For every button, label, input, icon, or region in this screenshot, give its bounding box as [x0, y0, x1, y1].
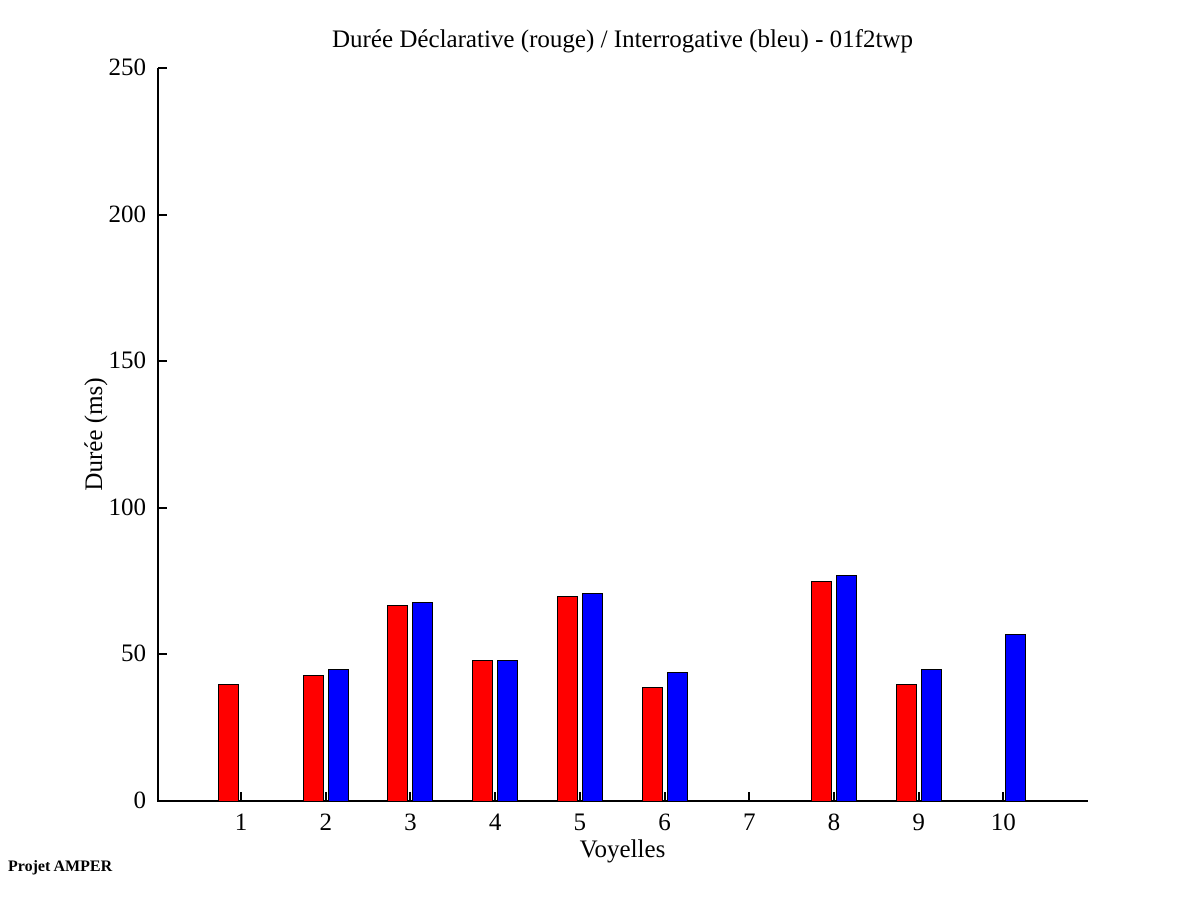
x-tick-4	[494, 792, 497, 801]
bar-interrogative-2	[327, 669, 349, 801]
x-tick-label-3: 3	[404, 809, 417, 836]
bar-interrogative-6	[666, 672, 688, 801]
x-tick-7	[748, 792, 751, 801]
y-tick-150	[158, 360, 167, 363]
plot-area: 0 50 100 150 200 250 1 2 3 4 5 6 7 8 9 10	[109, 54, 1087, 836]
bar-interrogative-4	[497, 660, 519, 801]
bar-declarative-9	[895, 684, 917, 801]
x-tick-6	[663, 792, 666, 801]
x-tick-label-8: 8	[827, 809, 841, 836]
y-tick-250	[158, 67, 167, 69]
x-axis-label: Voyelles	[579, 836, 666, 863]
x-tick-label-5: 5	[573, 809, 587, 836]
y-tick-0	[158, 800, 167, 802]
x-tick-label-10: 10	[990, 809, 1016, 836]
x-tick-3	[409, 792, 412, 801]
y-tick-100	[158, 506, 167, 509]
y-tick-label-250: 250	[108, 54, 147, 81]
x-tick-label-6: 6	[658, 809, 671, 836]
x-axis-line	[157, 800, 1088, 802]
y-tick-label-200: 200	[108, 200, 147, 228]
bar-declarative-2	[302, 675, 324, 801]
x-tick-9	[917, 792, 920, 801]
y-tick-label-50: 50	[121, 640, 146, 668]
bar-declarative-5	[556, 596, 578, 801]
bar-declarative-3	[387, 605, 409, 801]
y-axis-line	[157, 68, 159, 802]
bar-interrogative-5	[581, 593, 603, 801]
x-tick-label-9: 9	[912, 809, 925, 836]
chart-title: Durée Déclarative (rouge) / Interrogativ…	[332, 26, 913, 53]
bar-interrogative-9	[920, 669, 942, 801]
bar-declarative-1	[218, 684, 239, 801]
x-tick-10	[1002, 792, 1005, 801]
x-tick-label-1: 1	[234, 809, 248, 836]
x-tick-label-2: 2	[319, 809, 332, 836]
bar-interrogative-3	[412, 602, 434, 801]
y-tick-50	[158, 653, 167, 656]
bar-interrogative-8	[835, 575, 857, 801]
y-tick-label-100: 100	[108, 493, 147, 521]
bar-declarative-6	[641, 687, 663, 801]
y-tick-label-0: 0	[133, 787, 147, 814]
y-tick-200	[158, 213, 167, 216]
y-axis-label: Durée (ms)	[81, 377, 108, 491]
bar-declarative-8	[810, 581, 832, 801]
x-tick-2	[324, 792, 327, 801]
x-tick-1	[240, 792, 242, 801]
x-tick-5	[578, 792, 581, 801]
x-tick-label-7: 7	[742, 809, 756, 836]
y-tick-label-150: 150	[108, 347, 147, 375]
bar-declarative-4	[472, 660, 494, 801]
bar-interrogative-10	[1005, 634, 1027, 801]
x-tick-label-4: 4	[488, 809, 502, 836]
footer-credit: Projet AMPER	[8, 858, 113, 875]
x-tick-8	[832, 792, 835, 801]
